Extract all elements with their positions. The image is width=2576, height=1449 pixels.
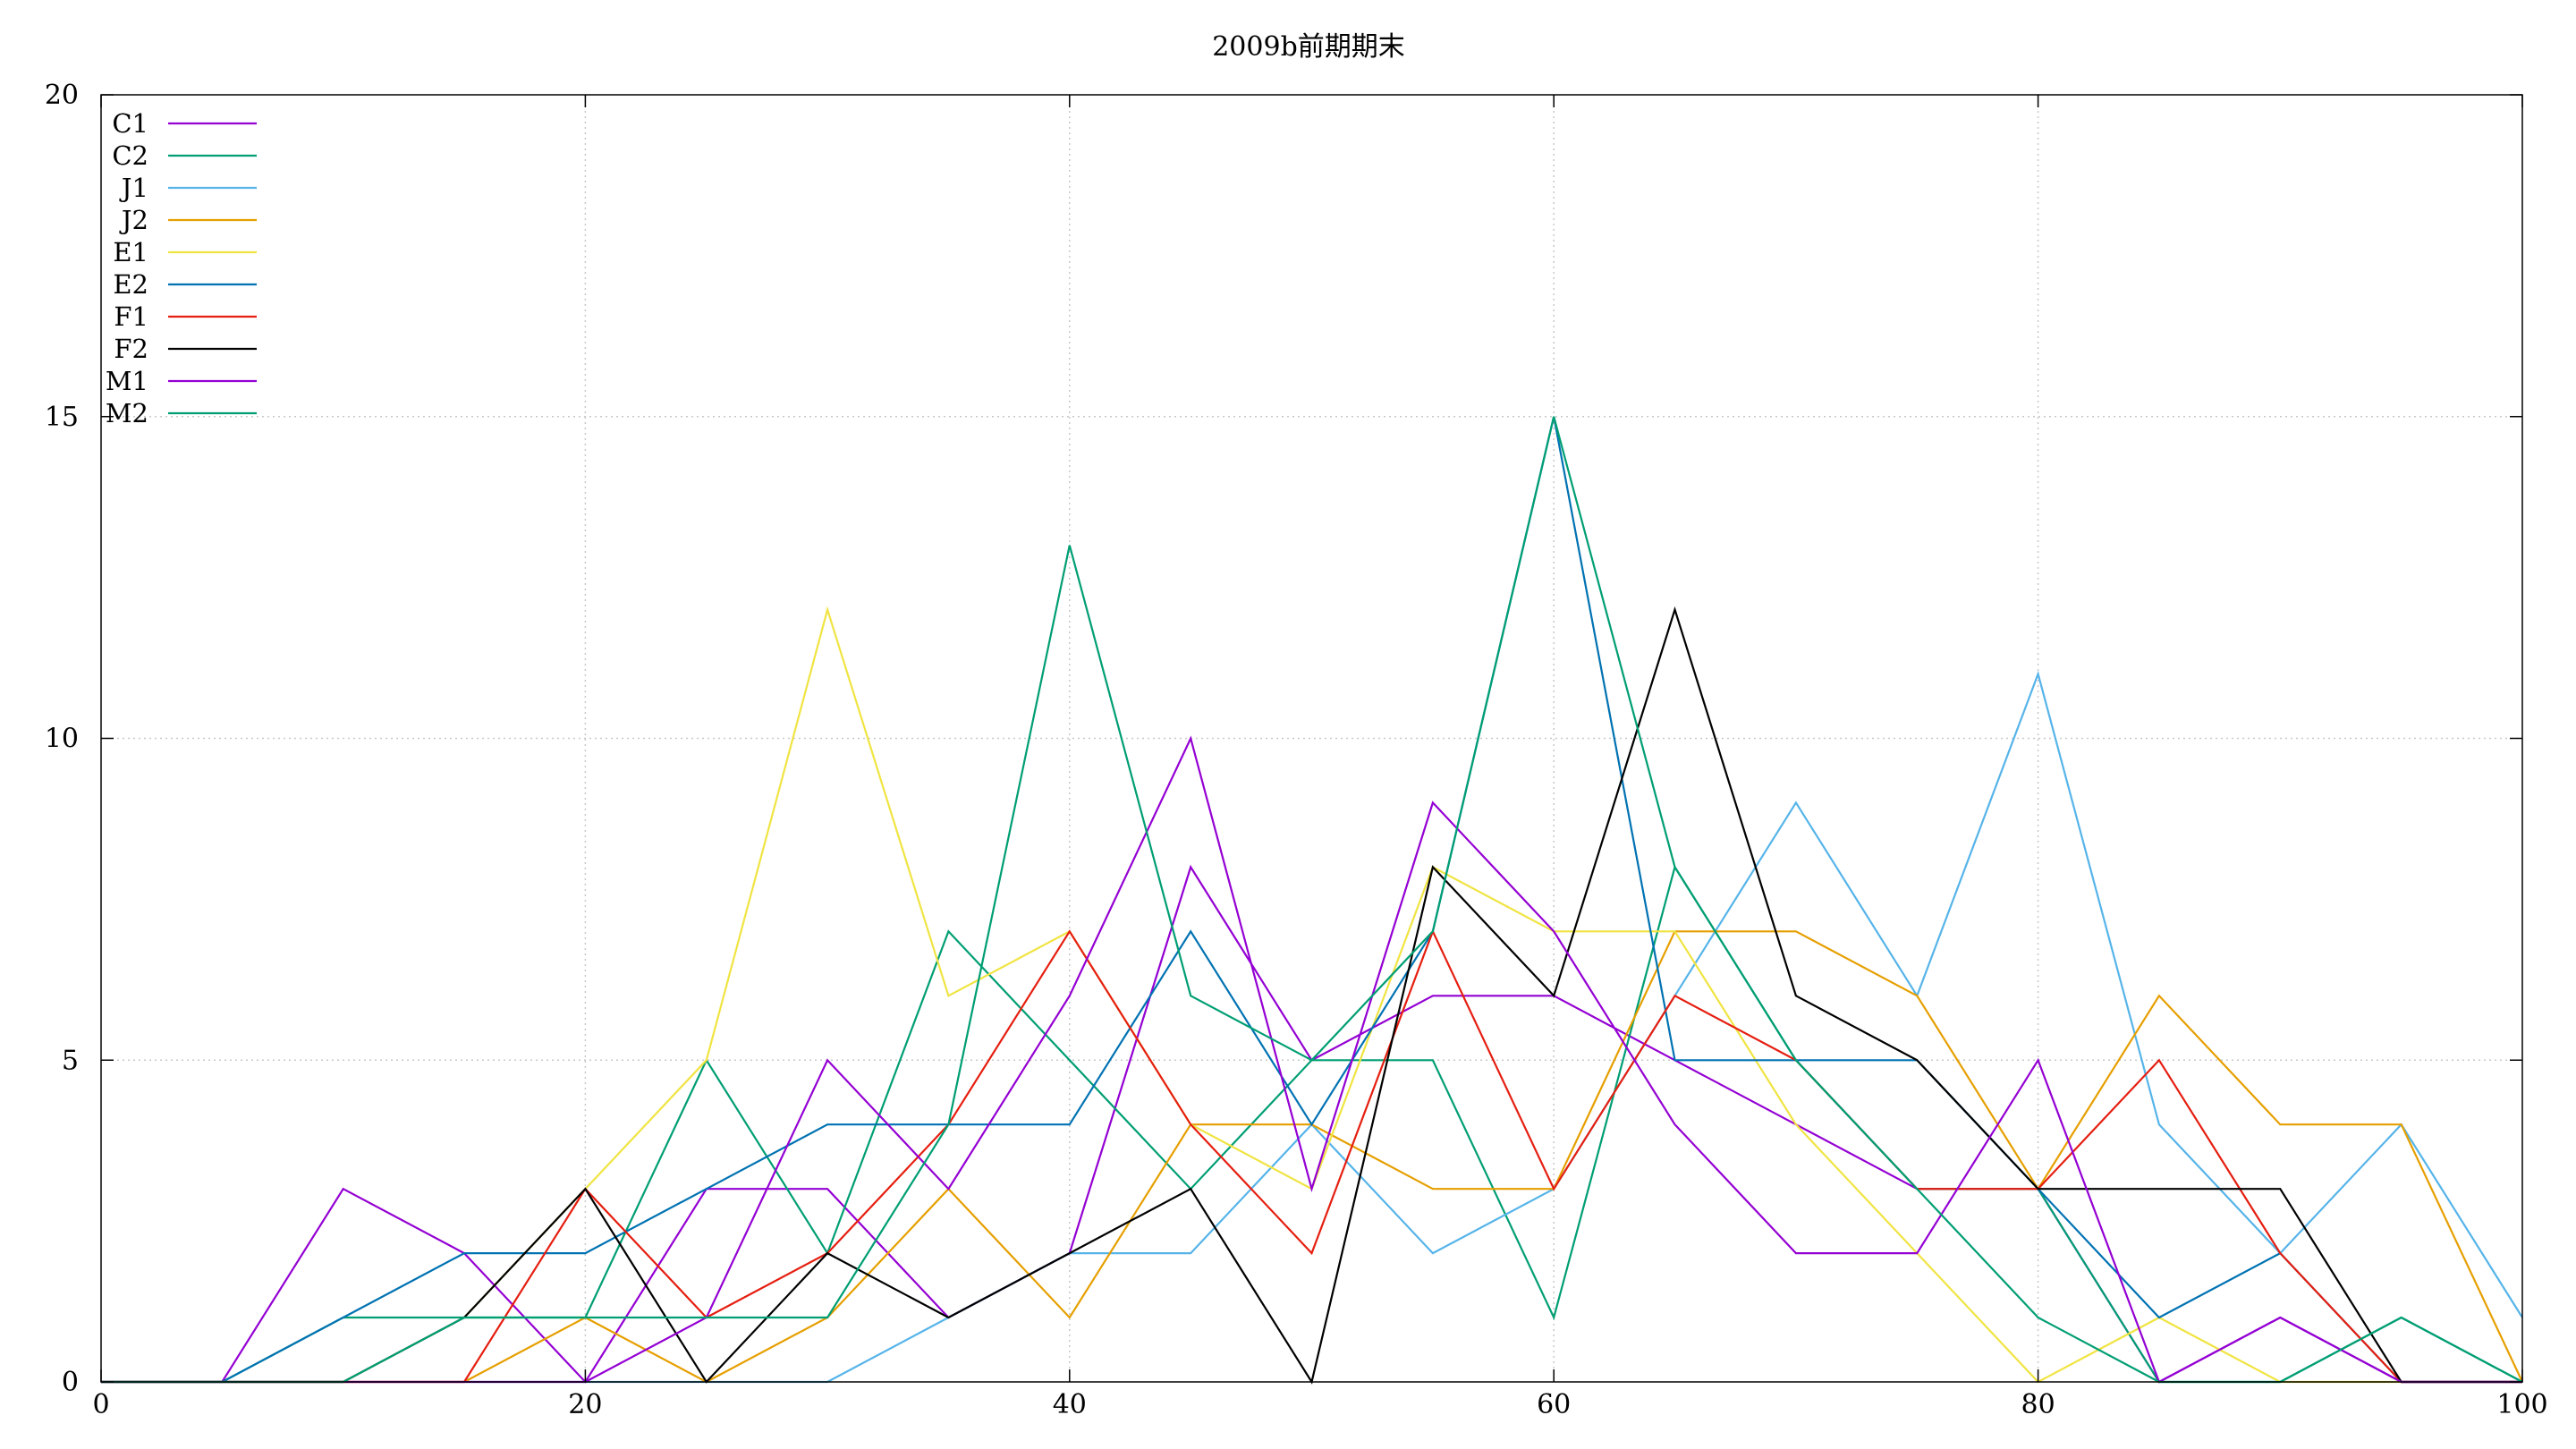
legend-label-m1: M1 xyxy=(106,366,148,396)
chart-title: 2009b前期期末 xyxy=(1212,31,1405,63)
legend-label-f1: F1 xyxy=(114,301,148,332)
x-tick-label: 80 xyxy=(2021,1389,2055,1420)
x-tick-label: 60 xyxy=(1537,1389,1571,1420)
series-line-m2 xyxy=(101,416,2523,1384)
legend-label-c1: C1 xyxy=(112,108,148,139)
axis-ticks: 0 20 40 60 80 100 0 5 10 15 20 xyxy=(45,80,2548,1420)
x-tick-label: 40 xyxy=(1053,1389,1087,1420)
y-tick-label: 5 xyxy=(62,1045,79,1076)
x-tick-label: 100 xyxy=(2496,1389,2547,1420)
y-tick-label: 20 xyxy=(45,80,79,111)
y-tick-label: 10 xyxy=(45,724,79,755)
grid-lines xyxy=(101,95,2522,1382)
legend-label-j2: J2 xyxy=(119,205,148,235)
x-tick-label: 0 xyxy=(92,1389,109,1420)
legend-label-j1: J1 xyxy=(119,173,148,203)
legend-label-m2: M2 xyxy=(106,398,148,428)
legend-label-e1: E1 xyxy=(113,237,148,267)
x-tick-label: 20 xyxy=(568,1389,602,1420)
legend-label-e2: E2 xyxy=(113,269,148,300)
y-tick-label: 0 xyxy=(62,1367,79,1398)
legend-label-c2: C2 xyxy=(112,140,148,171)
legend-label-f2: F2 xyxy=(114,334,148,364)
y-tick-label: 15 xyxy=(45,402,79,433)
